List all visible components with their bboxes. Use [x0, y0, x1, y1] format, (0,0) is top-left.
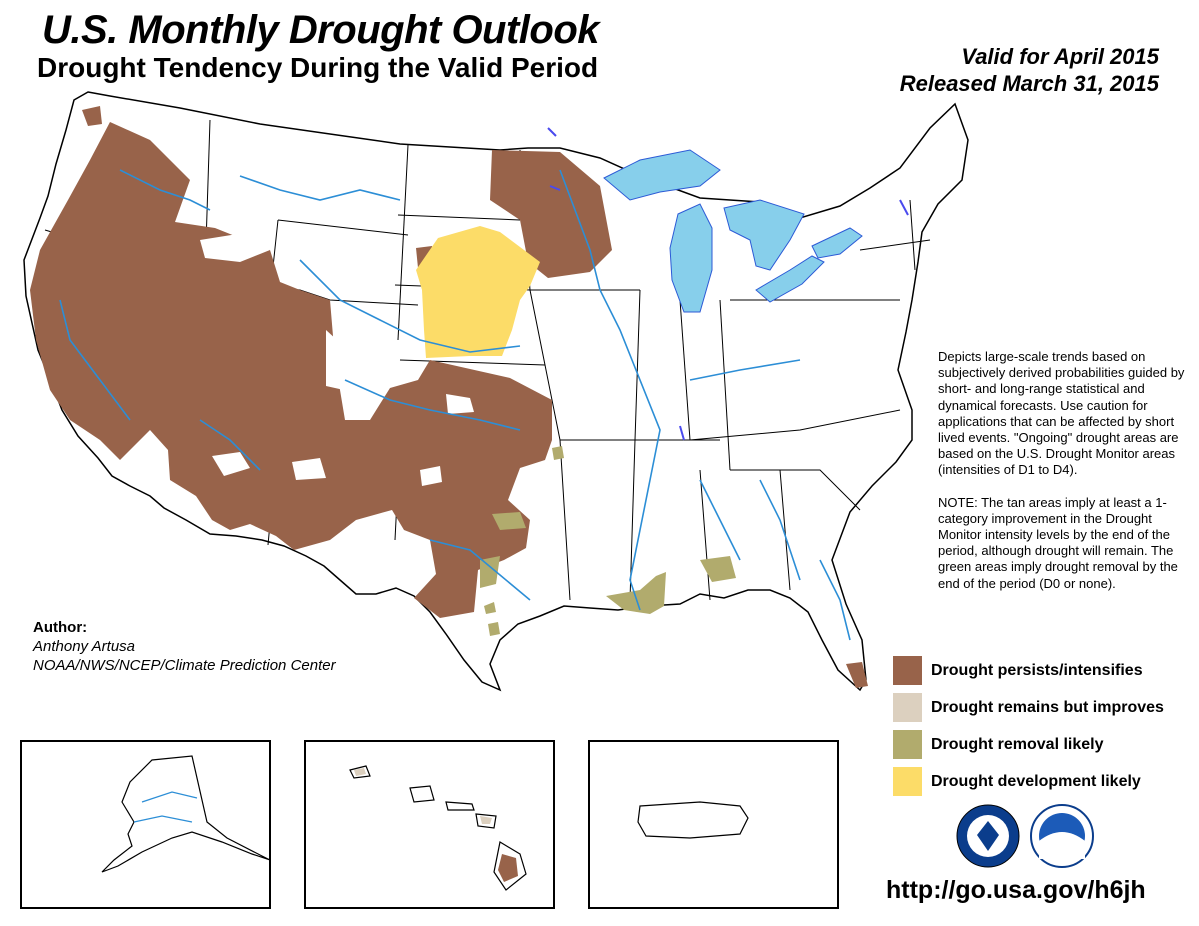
release-date: Released March 31, 2015 [899, 71, 1159, 96]
noaa-nws-seal-icon [955, 803, 1021, 869]
notes-description: Depicts large-scale trends based on subj… [938, 349, 1185, 478]
alaska-map [101, 755, 269, 873]
legend-item-development: Drought development likely [893, 767, 1199, 797]
drought-removal-areas [480, 446, 736, 636]
puerto-rico-inset [588, 740, 839, 909]
legend-label-removal: Drought removal likely [931, 736, 1104, 753]
author-block: Author: Anthony Artusa NOAA/NWS/NCEP/Cli… [33, 618, 336, 675]
notes-note: NOTE: The tan areas imply at least a 1-c… [938, 494, 1178, 591]
hawaii-inset [304, 740, 555, 909]
hawaii-map [349, 765, 527, 891]
legend-item-persists: Drought persists/intensifies [893, 656, 1199, 686]
legend-label-persists: Drought persists/intensifies [931, 662, 1143, 679]
valid-period: Valid for April 2015 [961, 44, 1159, 69]
legend-label-development: Drought development likely [931, 773, 1141, 790]
page-title: U.S. Monthly Drought Outlook [42, 8, 600, 52]
author-heading: Author: [33, 619, 88, 636]
page-subtitle: Drought Tendency During the Valid Period [37, 52, 599, 83]
legend-item-improves: Drought remains but improves [893, 693, 1199, 723]
notes-panel: Depicts large-scale trends based on subj… [938, 349, 1188, 608]
info-url-link[interactable]: http://go.usa.gov/h6jh [886, 876, 1146, 904]
author-org: NOAA/NWS/NCEP/Climate Prediction Center [33, 657, 336, 674]
rivers [59, 169, 851, 641]
drought-development-area [416, 226, 540, 358]
puerto-rico-map [637, 801, 749, 839]
legend-swatch-improves [893, 693, 922, 722]
legend-label-improves: Drought remains but improves [931, 699, 1164, 716]
great-lakes [224, 149, 863, 325]
legend-swatch-development [893, 767, 922, 796]
author-name: Anthony Artusa [33, 638, 136, 655]
noaa-logo-icon [1029, 803, 1095, 869]
non-drought-holes [200, 232, 474, 486]
legend-item-removal: Drought removal likely [893, 730, 1199, 760]
legend-swatch-removal [893, 730, 922, 759]
alaska-inset [20, 740, 271, 909]
legend-swatch-persists [893, 656, 922, 685]
small-lakes [547, 127, 909, 441]
